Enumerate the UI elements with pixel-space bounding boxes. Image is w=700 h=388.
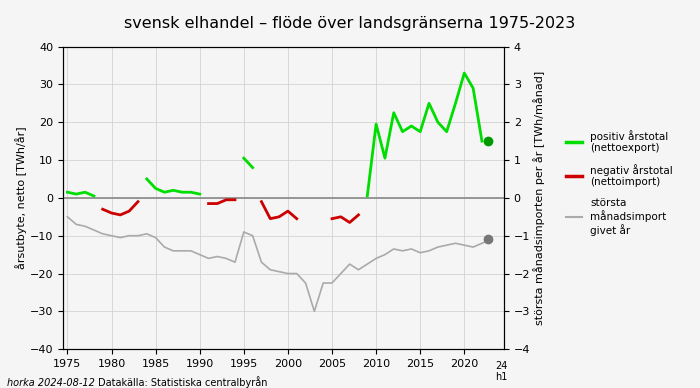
- Text: horka 2024-08-12: horka 2024-08-12: [7, 378, 95, 388]
- Text: svensk elhandel – flöde över landsgränserna 1975-2023: svensk elhandel – flöde över landsgränse…: [125, 16, 575, 31]
- Text: Datakälla: Statistiska centralbyrån: Datakälla: Statistiska centralbyrån: [98, 376, 267, 388]
- Legend: positiv årstotal
(nettoexport), negativ årstotal
(nettoimport), största
månadsim: positiv årstotal (nettoexport), negativ …: [562, 126, 677, 240]
- Y-axis label: största månadsimporten per år [TWh/månad]: största månadsimporten per år [TWh/månad…: [533, 71, 545, 325]
- Text: 24
h1: 24 h1: [495, 360, 508, 382]
- Y-axis label: årsutbyte, netto [TWh/år]: årsutbyte, netto [TWh/år]: [15, 126, 27, 269]
